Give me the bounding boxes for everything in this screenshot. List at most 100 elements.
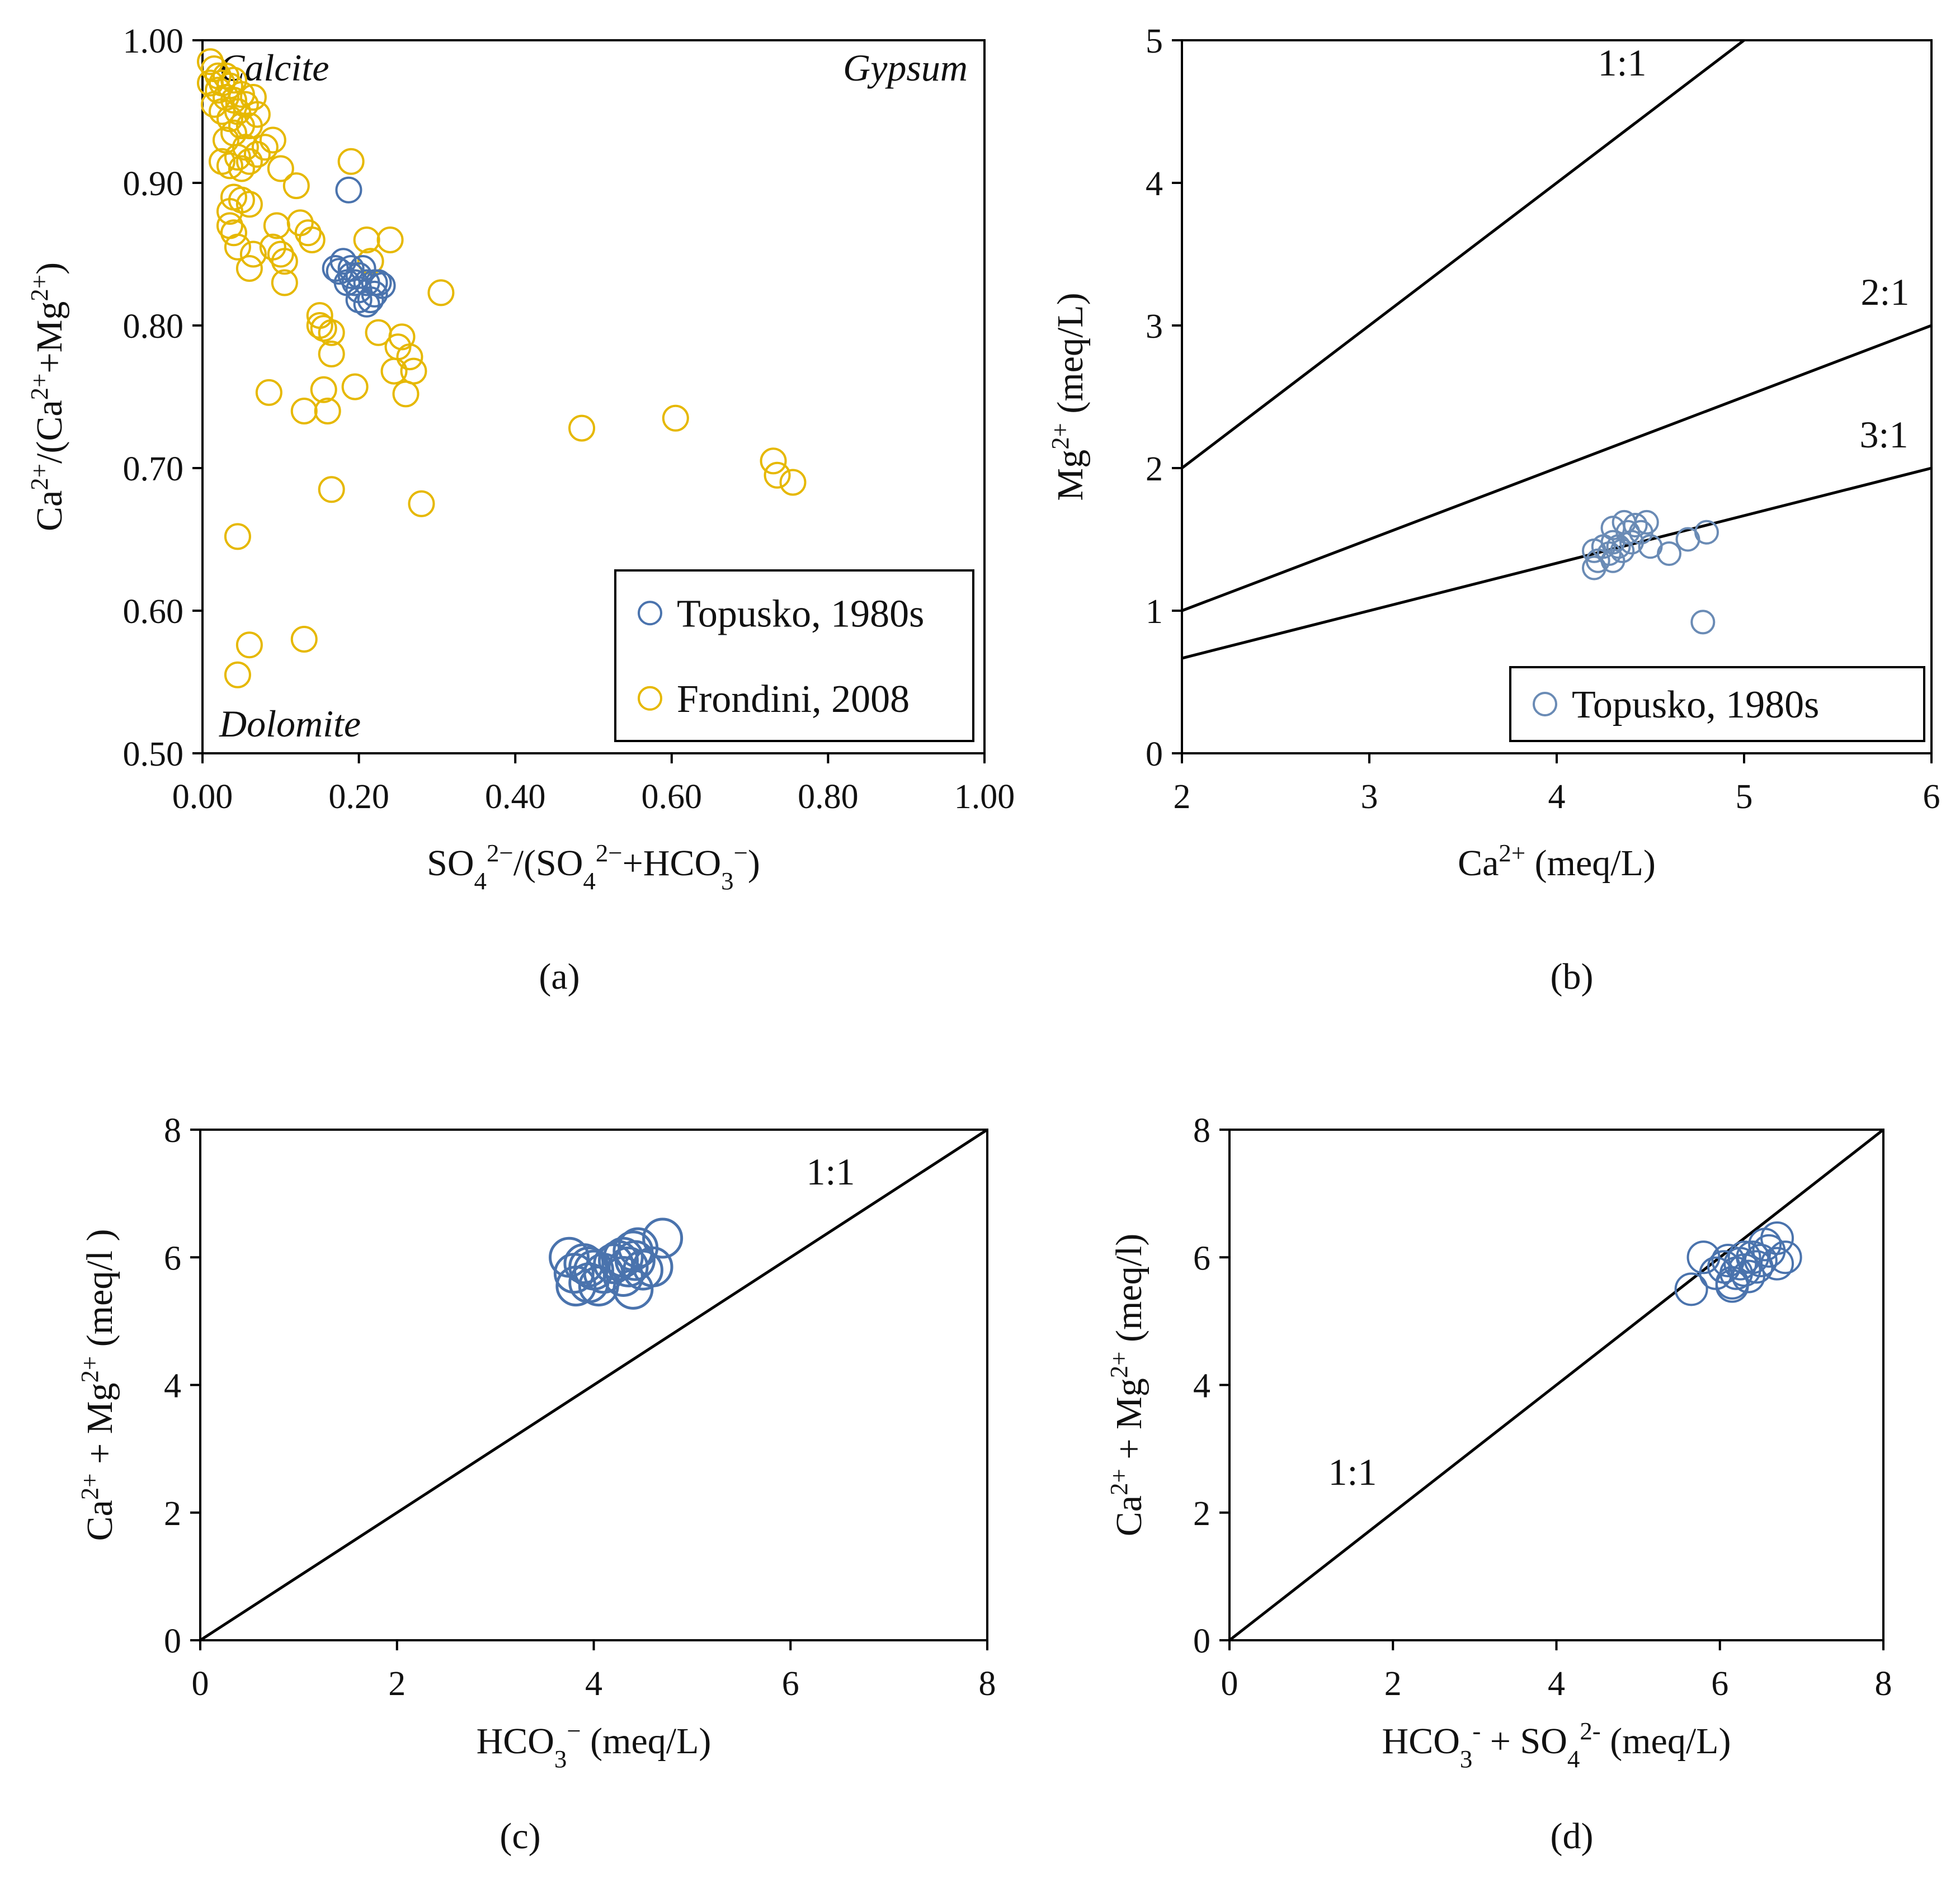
data-point (255, 379, 282, 406)
data-point (224, 523, 251, 550)
data-point (376, 226, 404, 253)
chart-panel-c: 0 2 4 6 8 0 2 4 6 8 HCO3− (meq/L) Ca2+ + Mg2+ (meq/… (76, 1112, 996, 1857)
y-axis-label: Mg2+ (meq/L) (1046, 292, 1091, 501)
data-point (243, 141, 271, 168)
data-point (298, 226, 326, 253)
data-point (337, 255, 365, 282)
series-topusko-1980s (549, 1217, 684, 1310)
chart-panel-b: 2 3 4 5 6 0 1 2 3 4 5 Ca2+ (meq/L) Mg2+ (meq/L) 1:1 2:… (1046, 22, 1940, 997)
x-tick-label: 0 (192, 1665, 209, 1703)
data-point (1690, 610, 1716, 635)
data-point (779, 469, 807, 496)
x-tick-label: 5 (1736, 778, 1753, 816)
data-point (1600, 548, 1626, 573)
x-tick-label: 1.00 (954, 778, 1015, 816)
data-point (228, 155, 255, 182)
data-point (1634, 509, 1659, 535)
x-axis-label: SO42−/(SO42−+HCO3−) (427, 839, 760, 895)
data-point (235, 255, 263, 282)
y-tick-label: 5 (1146, 22, 1163, 60)
data-point (1615, 520, 1641, 545)
data-point (357, 286, 384, 314)
y-tick-label: 0.80 (123, 308, 184, 346)
data-point (216, 152, 243, 180)
data-point (563, 1243, 605, 1285)
data-point (361, 280, 388, 308)
data-point (764, 461, 791, 489)
y-tick-label: 1 (1146, 593, 1163, 631)
data-point (239, 240, 267, 268)
series-frondini-2008 (196, 48, 807, 688)
x-tick-label: 0.80 (798, 778, 859, 816)
data-point (337, 148, 365, 175)
y-tick-label: 6 (1193, 1239, 1210, 1277)
x-tick-label: 8 (979, 1665, 996, 1703)
legend-marker (638, 601, 662, 626)
y-tick-label: 1.00 (123, 22, 184, 60)
data-point (597, 1240, 639, 1281)
y-axis-label: Ca2+ + Mg2+ (meq/l ) (76, 1229, 120, 1541)
data-point (196, 48, 224, 75)
data-point (290, 398, 318, 424)
data-point (353, 290, 380, 318)
data-point (1760, 1247, 1794, 1281)
data-point (235, 631, 263, 659)
panel-caption: (d) (1551, 1816, 1594, 1857)
y-tick-label: 0.60 (123, 593, 184, 631)
data-point (392, 380, 420, 408)
data-point (353, 226, 380, 253)
data-point (235, 112, 263, 139)
data-point (235, 148, 263, 175)
x-tick-label: 4 (1548, 778, 1566, 816)
x-tick-label: 2 (1174, 778, 1191, 816)
ratio-line-1-1 (1181, 39, 1745, 469)
data-point (310, 376, 337, 403)
data-point (290, 626, 318, 653)
y-tick-label: 3 (1146, 308, 1163, 346)
data-point (568, 414, 596, 442)
y-tick-label: 4 (1193, 1367, 1210, 1405)
data-point (251, 134, 279, 161)
data-point (388, 323, 416, 351)
ratio-line-label: 3:1 (1860, 413, 1909, 456)
data-point (614, 1240, 656, 1281)
ratio-line-1-1 (199, 1128, 988, 1642)
data-point (220, 219, 247, 247)
data-point (396, 343, 423, 371)
y-tick-label: 0 (164, 1622, 181, 1660)
panel-caption: (b) (1551, 956, 1594, 997)
x-tick-label: 8 (1875, 1665, 1892, 1703)
data-point (427, 279, 455, 306)
x-tick-label: 6 (1923, 778, 1940, 816)
y-tick-label: 2 (1193, 1495, 1210, 1533)
ratio-line-label: 2:1 (1861, 271, 1910, 313)
x-tick-label: 0.00 (172, 778, 233, 816)
x-tick-label: 2 (388, 1665, 406, 1703)
y-tick-label: 2 (164, 1495, 181, 1533)
y-tick-label: 0 (1193, 1622, 1210, 1660)
data-point (1606, 534, 1631, 559)
y-tick-label: 2 (1146, 450, 1163, 488)
data-point (662, 404, 689, 432)
y-axis-label: Ca2+/(Ca2++Mg2+) (25, 262, 70, 531)
ratio-line-3-1 (1181, 466, 1932, 660)
data-point (1657, 541, 1681, 566)
x-tick-label: 0.20 (328, 778, 389, 816)
series-topusko-1980s (322, 176, 396, 318)
y-axis-label: Ca2+ + Mg2+ (meq/l) (1105, 1234, 1149, 1537)
y-tick-label: 0.50 (123, 735, 184, 773)
data-point (1768, 1240, 1802, 1275)
x-tick-label: 2 (1384, 1665, 1402, 1703)
data-point (760, 447, 787, 475)
data-point (228, 112, 255, 139)
data-point (632, 1246, 673, 1287)
data-point (282, 172, 310, 200)
series-topusko-1980s (1674, 1221, 1802, 1306)
data-point (365, 269, 392, 296)
data-point (271, 248, 298, 275)
corner-label-gypsum: Gypsum (843, 46, 968, 89)
legend-box (614, 569, 974, 742)
data-point (400, 357, 427, 385)
data-point (271, 269, 298, 296)
